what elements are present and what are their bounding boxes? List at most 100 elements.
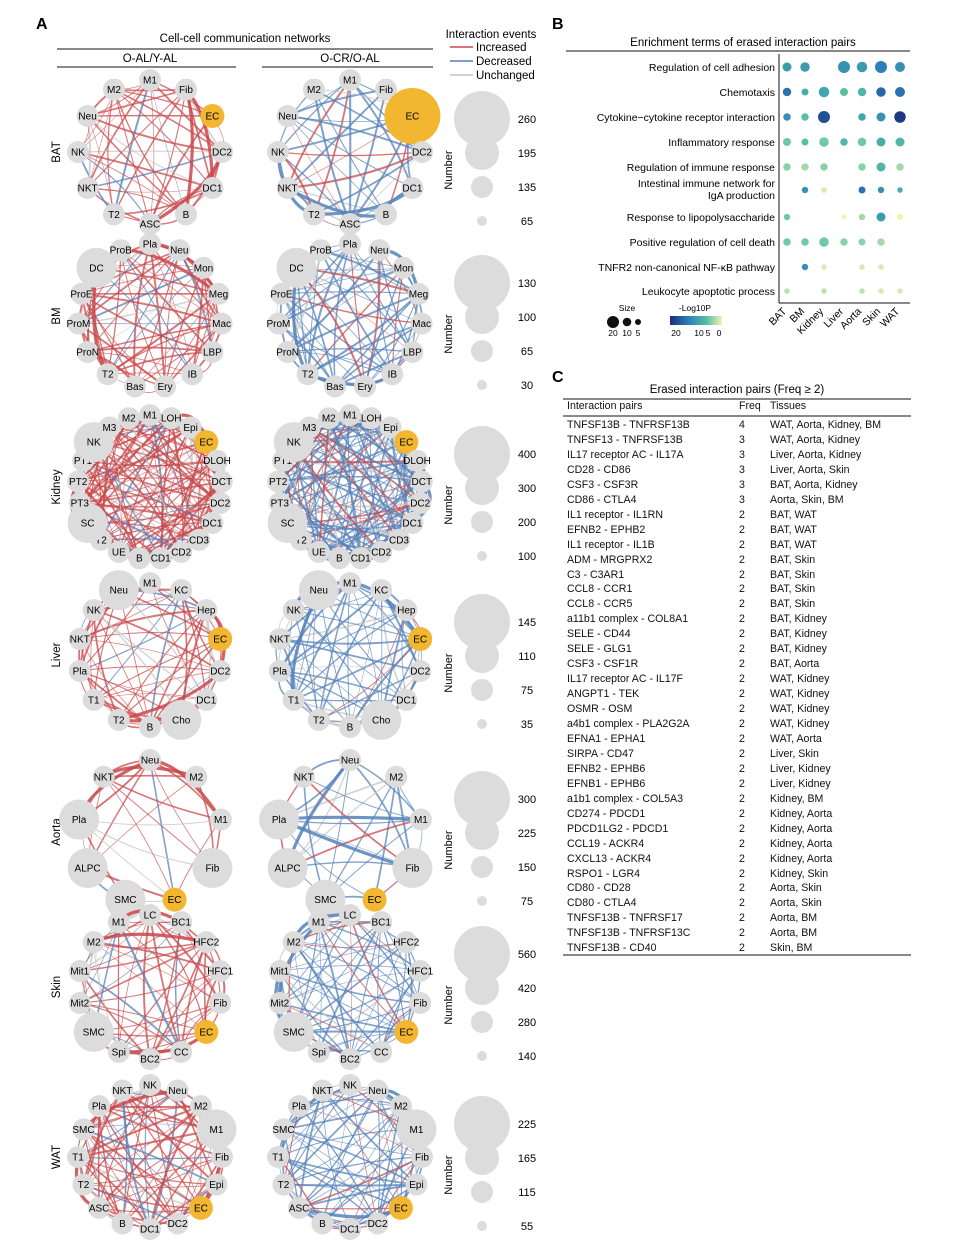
interaction-edge (308, 426, 421, 504)
cell-node-circle (370, 579, 393, 602)
size-legend-circle (477, 1051, 487, 1061)
cell-label: NKT (78, 184, 98, 195)
cell-label: SMC (272, 1125, 294, 1136)
cell-node-circle (139, 233, 161, 255)
color-legend-label-0: 0 (717, 328, 722, 338)
enrichment-dot (783, 138, 791, 146)
cell-node-circle (409, 660, 432, 682)
tissue-row-skin: SkinLCBC1HFC2HFC1FibECCCBC2SpiSMCMit2Mit… (51, 904, 536, 1070)
table-row: C3 - C3AR1 2 BAT, Skin (563, 569, 911, 584)
interaction-edge (278, 475, 422, 483)
freq-cell: 2 (739, 747, 745, 760)
cell-label: Neu (141, 756, 159, 767)
cell-node-circle (107, 708, 130, 731)
interaction-edge (279, 965, 421, 972)
term-label: Inflammatory response (668, 137, 775, 149)
cell-node-nkt: NKT (68, 628, 91, 650)
cell-node-circle (98, 570, 139, 611)
size-legend-value: 140 (518, 1051, 536, 1063)
freq-cell: 2 (739, 703, 745, 716)
cell-label: ProE (70, 289, 93, 300)
cell-label: T2 (108, 210, 120, 221)
cell-node-m1: M1 (139, 69, 161, 91)
tissue-row-bm: BMPlaNeuMonMegMacLBPIBEryBasT2ProNProMPr… (51, 233, 536, 398)
cell-label: M2 (107, 85, 121, 96)
node-size-legend: 300 225 150 75 Number (443, 771, 536, 908)
interaction-edge (328, 418, 340, 559)
enrichment-dot (821, 187, 827, 193)
size-legend-value: 150 (518, 862, 536, 874)
table-row: EFNA1 - EPHA1 2 WAT, Aorta (563, 733, 911, 748)
size-legend-value: 280 (518, 1017, 536, 1029)
size-legend-label-10: 10 (622, 328, 632, 338)
cell-node-circle (307, 540, 330, 563)
cell-label: PT2 (69, 477, 88, 488)
tissue-row-liver: LiverM1KCHepECDC2DC1ChoBT2T1PlaNKTNKNeuM… (51, 570, 536, 740)
interaction-edge (322, 1090, 351, 1230)
cell-node-circle (394, 1019, 419, 1044)
cell-node-circle (311, 1079, 334, 1102)
cell-node-pla: Pla (268, 660, 291, 682)
size-legend-circle (477, 719, 487, 729)
tissues-cell: BAT, Skin (770, 583, 816, 596)
cell-node-asc: ASC (139, 213, 161, 235)
table-row: RSPO1 - LGR4 2 Kidney, Skin (563, 868, 911, 883)
cell-node-m1: M1 (339, 69, 361, 91)
cell-node-ec: EC (384, 88, 441, 144)
table-row: CCL19 - ACKR4 2 Kidney, Aorta (563, 838, 911, 853)
interaction-edge (282, 460, 361, 559)
freq-cell: 3 (739, 478, 745, 491)
cell-label: M1 (210, 1125, 224, 1136)
tissues-cell: Liver, Aorta, Kidney (770, 448, 862, 461)
cell-label: PT3 (71, 499, 90, 510)
size-axis-label: Number (443, 985, 455, 1024)
cell-node-dc: DC (276, 247, 317, 288)
enrichment-dot (782, 62, 792, 72)
interaction-edge (82, 460, 182, 553)
cell-node-circle (298, 570, 339, 611)
enrichment-dot (858, 213, 866, 221)
cell-label: NK (287, 606, 301, 617)
size-legend-circle (454, 771, 510, 827)
tissues-cell: Kidney, Aorta (770, 822, 833, 835)
interaction-edge (77, 1090, 178, 1158)
cell-label: DC2 (212, 148, 232, 159)
cell-label: Pla (273, 667, 288, 678)
tissue-row-bat: BAT M1 Fib EC DC2 DC1 B ASC T2 NKT NK Neu M2 M1 Fib EC D… (51, 69, 536, 235)
interaction-edge (79, 609, 207, 672)
cell-node-circle (128, 547, 151, 570)
cell-node-circle (375, 78, 397, 101)
cell-node-circle (170, 540, 193, 563)
interaction-edge (308, 426, 413, 524)
size-legend-circle (471, 340, 493, 362)
cell-node-t2: T2 (103, 203, 125, 226)
tissues-cell: Liver, Kidney (770, 762, 831, 775)
interaction-edge (121, 1089, 218, 1186)
cell-node-ib: IB (381, 363, 404, 386)
freq-cell: 2 (739, 523, 745, 536)
cell-node-hep: Hep (395, 599, 418, 622)
cell-node-proe: ProE (270, 282, 293, 305)
enrichment-dot (895, 137, 905, 147)
cell-label: DC2 (368, 1219, 388, 1230)
cell-node-neu: Neu (166, 1079, 189, 1102)
cell-node-mac: Mac (410, 312, 433, 335)
interaction-edge (377, 1090, 381, 1224)
cell-node-mit2: Mit2 (68, 992, 91, 1014)
cell-node-smc: SMC (305, 879, 346, 920)
cell-node-neu: Neu (298, 570, 339, 611)
size-legend-value: 260 (518, 114, 536, 126)
size-legend-circle (465, 816, 499, 850)
header-tissues: Tissues (770, 400, 807, 412)
freq-cell: 2 (739, 852, 745, 865)
cell-node-ery: Ery (354, 375, 376, 398)
size-legend-circle (471, 856, 493, 878)
interaction-edge (109, 427, 213, 524)
size-axis-label: Number (443, 830, 455, 869)
table-row: ANGPT1 - TEK 2 WAT, Kidney (563, 688, 911, 703)
freq-cell: 2 (739, 673, 745, 686)
cell-node-pla: Pla (88, 1095, 111, 1118)
cell-label: IB (388, 370, 398, 381)
cell-node-m2: M2 (189, 1095, 212, 1118)
